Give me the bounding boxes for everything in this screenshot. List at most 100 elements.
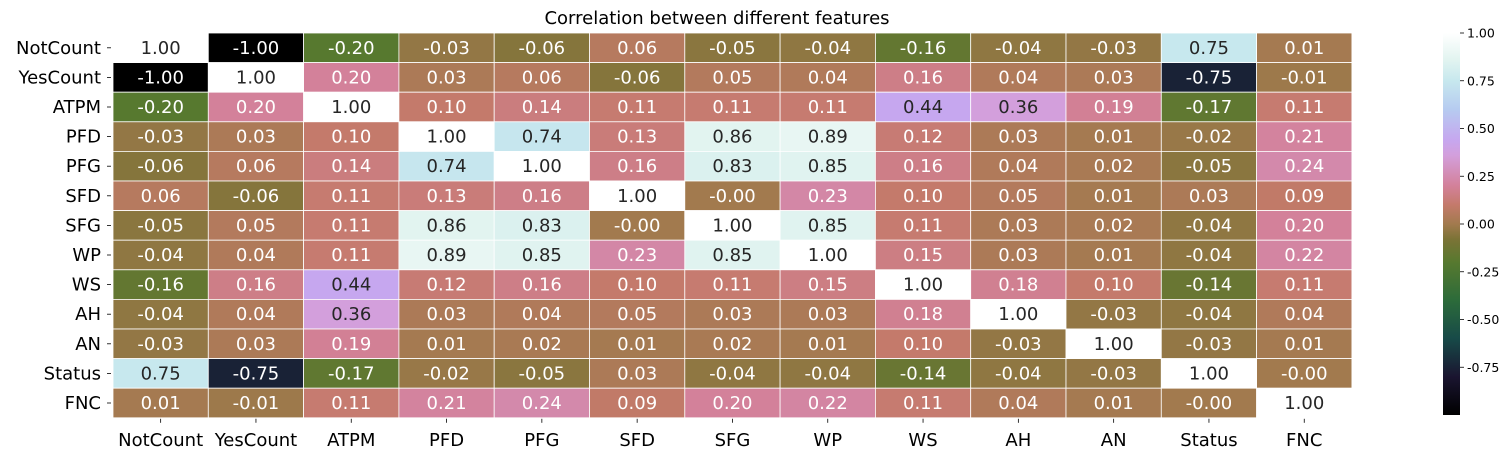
heatmap-cell	[589, 62, 686, 93]
heatmap-cell	[1256, 387, 1353, 419]
heatmap-cell	[493, 328, 590, 360]
cell-value-label: 0.04	[998, 156, 1038, 177]
heatmap-cell	[875, 210, 972, 241]
heatmap-cell	[875, 239, 972, 271]
cell-value-label: -0.04	[709, 363, 756, 384]
heatmap-cell	[112, 121, 209, 152]
heatmap-cell	[493, 298, 590, 330]
heatmap-cell	[1256, 328, 1353, 360]
cell-value-label: 0.12	[903, 127, 943, 148]
cell-value-label: 0.74	[522, 127, 562, 148]
heatmap-cell	[1065, 121, 1162, 152]
cell-value-label: 0.11	[712, 275, 752, 296]
cell-value-label: 1.00	[331, 97, 371, 118]
cell-value-label: 0.04	[998, 67, 1038, 88]
cell-value-label: -0.75	[1186, 67, 1233, 88]
cell-value-label: -0.03	[423, 38, 470, 59]
cell-value-label: 0.11	[331, 215, 371, 236]
heatmap-cell	[875, 269, 972, 300]
colorbar-tick-label: 1.00	[1467, 26, 1495, 41]
cell-value-label: 0.86	[427, 215, 467, 236]
column-tick-label: PFG	[524, 430, 559, 451]
heatmap-cell	[398, 298, 495, 330]
heatmap-cell	[398, 358, 495, 389]
cell-value-label: 0.85	[808, 156, 848, 177]
cell-value-label: 0.16	[236, 275, 276, 296]
cell-value-label: 0.14	[522, 97, 562, 118]
heatmap-cell	[684, 239, 781, 271]
heatmap-cell	[207, 180, 305, 212]
cell-value-label: -0.03	[1090, 38, 1137, 59]
heatmap-cell	[779, 239, 876, 271]
colorbar-tick-label: -0.75	[1467, 360, 1499, 375]
cell-value-label: 1.00	[1284, 393, 1324, 414]
heatmap-cell	[303, 269, 400, 300]
cell-value-label: -0.17	[328, 363, 375, 384]
cell-value-label: -0.20	[328, 38, 375, 59]
heatmap-cell	[1160, 328, 1258, 360]
column-tick-label: AN	[1101, 430, 1127, 451]
cell-value-label: 0.01	[808, 334, 848, 355]
heatmap-cell	[684, 150, 781, 182]
row-tick-label: SFD	[65, 186, 101, 207]
heatmap-cell	[970, 210, 1067, 241]
heatmap-cell	[1256, 150, 1353, 182]
cell-value-label: 0.01	[427, 334, 467, 355]
cell-value-label: -0.04	[1186, 215, 1233, 236]
cell-value-label: -0.02	[1186, 127, 1233, 148]
cell-value-label: 0.75	[1189, 38, 1229, 59]
cell-value-label: 0.03	[236, 127, 276, 148]
column-tick-label: WS	[908, 430, 937, 451]
cell-value-label: -0.06	[233, 186, 280, 207]
cell-value-label: -0.03	[1090, 363, 1137, 384]
cell-value-label: 0.01	[617, 334, 657, 355]
heatmap-cell	[970, 180, 1067, 212]
cell-value-label: 0.03	[427, 304, 467, 325]
heatmap-cell	[970, 387, 1067, 419]
cell-value-label: -0.04	[1186, 245, 1233, 266]
cell-value-label: 0.44	[331, 275, 371, 296]
cell-value-label: 0.11	[617, 97, 657, 118]
cell-value-label: 0.21	[1284, 127, 1324, 148]
cell-value-label: 0.05	[236, 215, 276, 236]
heatmap-cell	[779, 32, 876, 64]
cell-value-label: 1.00	[141, 38, 181, 59]
column-tick-label: Status	[1180, 430, 1237, 451]
row-tick-label: WP	[72, 245, 101, 266]
heatmap-cell	[398, 150, 495, 182]
heatmap-cell	[1160, 150, 1258, 182]
cell-value-label: 0.02	[522, 334, 562, 355]
cell-value-label: 0.13	[617, 127, 657, 148]
colorbar-tick-label: -0.25	[1467, 264, 1499, 279]
cell-value-label: 0.11	[331, 186, 371, 207]
heatmap-cell	[589, 210, 686, 241]
heatmap-cell	[589, 32, 686, 64]
heatmap-cell	[684, 121, 781, 152]
heatmap-cell	[207, 150, 305, 182]
heatmap-cell	[493, 180, 590, 212]
cell-value-label: 0.05	[712, 67, 752, 88]
heatmap-cell	[303, 62, 400, 93]
cell-value-label: 0.11	[331, 393, 371, 414]
cell-value-label: 0.01	[1094, 393, 1134, 414]
cell-value-label: 0.04	[1284, 304, 1324, 325]
cell-value-label: -0.01	[1281, 67, 1328, 88]
heatmap-cell	[493, 62, 590, 93]
heatmap-cell	[875, 150, 972, 182]
row-tick-label: PFD	[66, 127, 101, 148]
heatmap-cell	[1065, 358, 1162, 389]
column-tick-label: PFD	[429, 430, 464, 451]
cell-value-label: -0.03	[137, 334, 184, 355]
heatmap-cell	[112, 32, 209, 64]
heatmap-cell	[875, 121, 972, 152]
row-tick-label: FNC	[65, 393, 101, 414]
heatmap-cell	[1256, 121, 1353, 152]
cell-value-label: 0.03	[998, 215, 1038, 236]
cell-value-label: 0.09	[617, 393, 657, 414]
heatmap-cell	[303, 32, 400, 64]
heatmap-cell	[779, 328, 876, 360]
cell-value-label: 0.20	[236, 97, 276, 118]
heatmap-cell	[303, 121, 400, 152]
heatmap-cell	[398, 121, 495, 152]
